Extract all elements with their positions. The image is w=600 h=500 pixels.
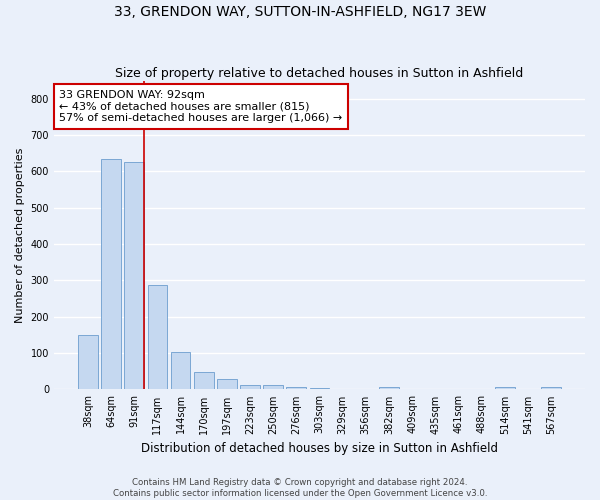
Bar [310,388,329,390]
Bar [124,162,144,390]
Text: 33 GRENDON WAY: 92sqm
← 43% of detached houses are smaller (815)
57% of semi-det: 33 GRENDON WAY: 92sqm ← 43% of detached … [59,90,343,123]
Bar [78,335,98,390]
Bar [541,387,561,390]
Bar [101,160,121,390]
Bar [263,386,283,390]
Y-axis label: Number of detached properties: Number of detached properties [15,148,25,322]
Title: Size of property relative to detached houses in Sutton in Ashfield: Size of property relative to detached ho… [115,66,524,80]
Bar [217,378,236,390]
Bar [240,386,260,390]
Bar [170,352,190,390]
X-axis label: Distribution of detached houses by size in Sutton in Ashfield: Distribution of detached houses by size … [141,442,498,455]
Text: Contains HM Land Registry data © Crown copyright and database right 2024.
Contai: Contains HM Land Registry data © Crown c… [113,478,487,498]
Bar [148,285,167,390]
Bar [194,372,214,390]
Bar [286,387,306,390]
Text: 33, GRENDON WAY, SUTTON-IN-ASHFIELD, NG17 3EW: 33, GRENDON WAY, SUTTON-IN-ASHFIELD, NG1… [114,5,486,19]
Bar [379,387,399,390]
Bar [495,387,515,390]
